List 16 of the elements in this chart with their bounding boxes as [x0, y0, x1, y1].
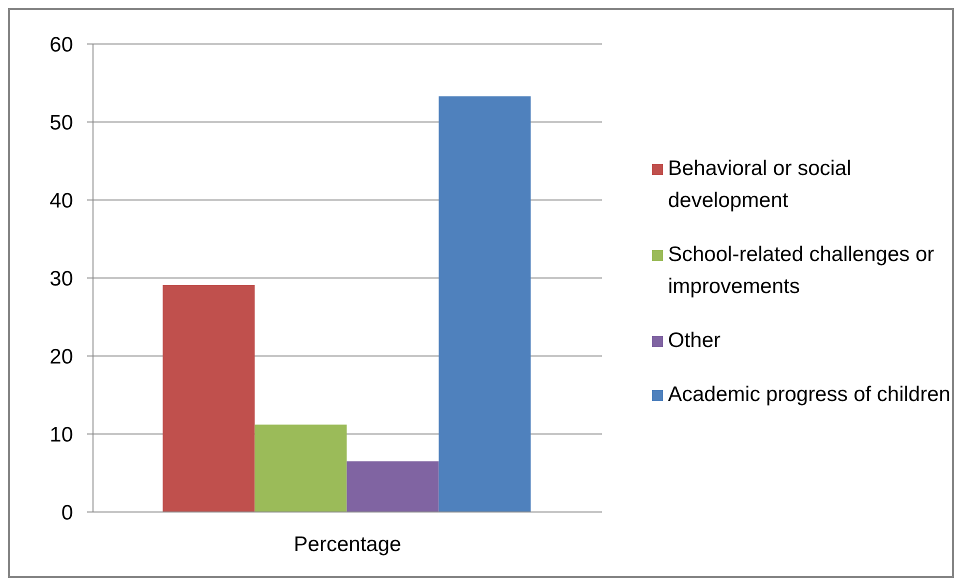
legend-label: Behavioral or social development: [668, 156, 852, 214]
y-tick-label: 10: [50, 423, 73, 446]
y-tick-label: 40: [50, 189, 73, 212]
y-tick-label: 50: [50, 111, 73, 134]
bar: [162, 285, 255, 512]
y-tick-label: 30: [50, 267, 73, 290]
legend-label: Other: [668, 328, 721, 354]
y-tick-label: 20: [50, 345, 73, 368]
bar: [254, 424, 347, 512]
x-tick-label: Percentage: [294, 532, 402, 556]
y-tick-label: 60: [50, 33, 73, 56]
legend-label: School-related challenges or improvements: [668, 242, 936, 300]
bar: [346, 461, 439, 512]
y-tick-label: 0: [61, 501, 73, 524]
legend-label: Academic progress of children: [668, 382, 950, 408]
bar: [438, 96, 531, 512]
